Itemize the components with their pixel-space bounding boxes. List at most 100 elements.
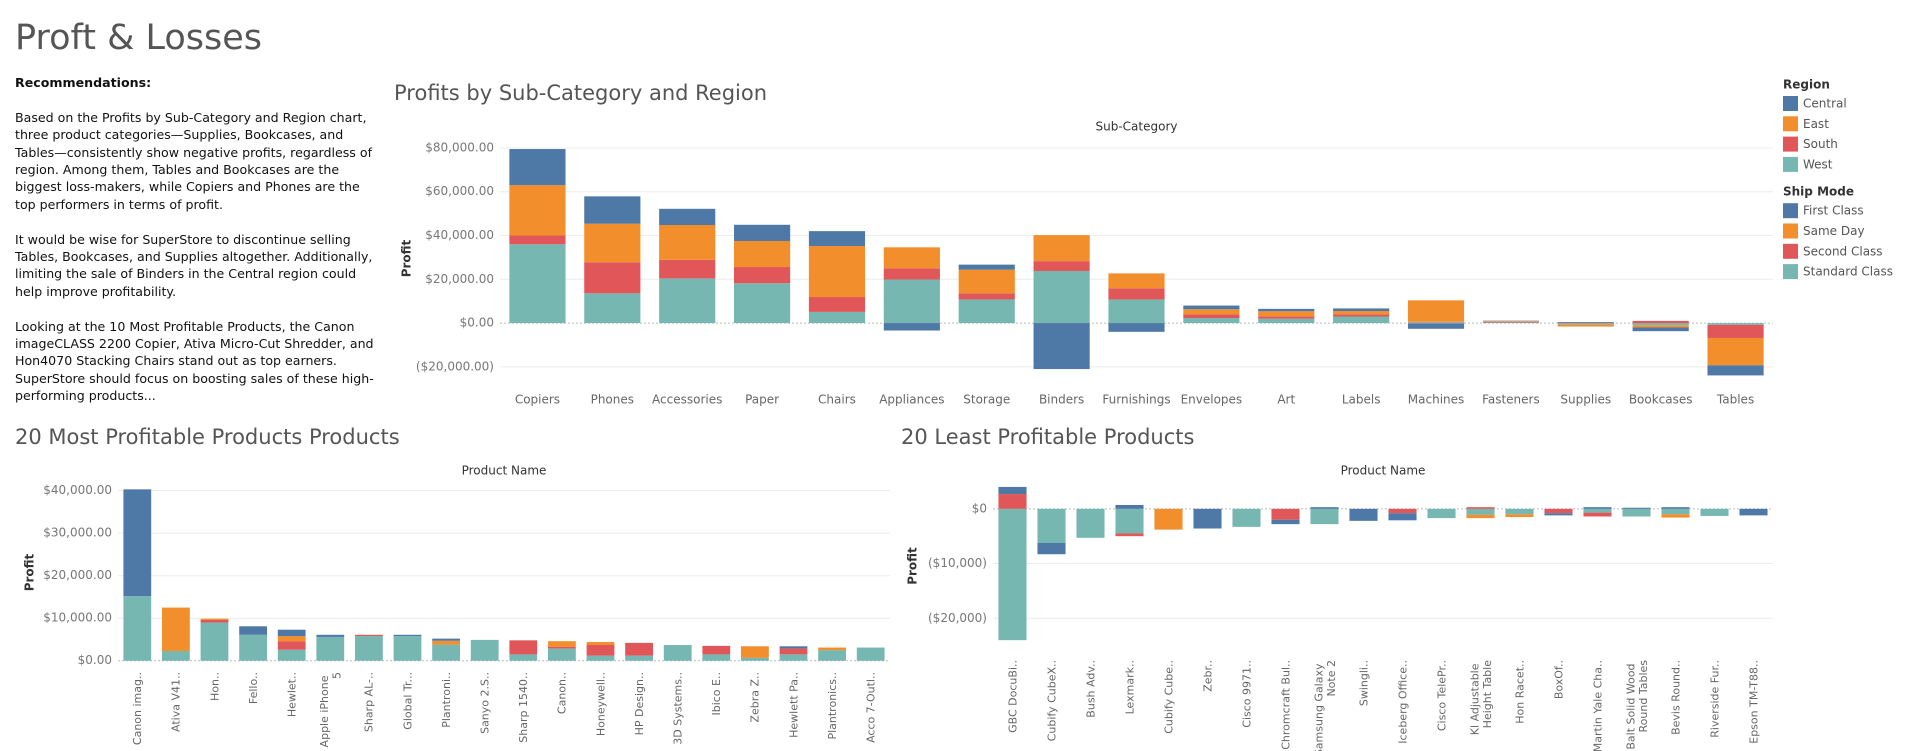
bar-segment bbox=[1115, 533, 1144, 537]
bar-segment bbox=[1739, 508, 1768, 516]
bar-segment bbox=[1115, 504, 1144, 509]
bar-segment bbox=[883, 247, 940, 269]
bar-segment bbox=[818, 647, 846, 651]
bar-segment bbox=[1407, 300, 1465, 322]
x-tick-label: Epson TM-T88.. bbox=[1747, 660, 1760, 744]
bar-segment bbox=[958, 269, 1015, 294]
bar-segment bbox=[1707, 324, 1764, 338]
bar-segment bbox=[808, 311, 866, 324]
x-tick-label: Fello.. bbox=[247, 672, 260, 704]
legend-title: Ship Mode bbox=[1783, 185, 1854, 199]
x-tick-label: Appliances bbox=[879, 393, 944, 407]
bar-segment bbox=[355, 636, 383, 661]
y-tick-label: ($10,000) bbox=[928, 556, 987, 570]
x-axis-header: Sub-Category bbox=[1096, 120, 1178, 134]
bar-segment bbox=[277, 641, 306, 650]
bar-segment bbox=[470, 639, 499, 661]
legend-swatch bbox=[1783, 264, 1798, 280]
x-tick-label: Global Tr... bbox=[401, 672, 414, 730]
bar-segment bbox=[625, 642, 653, 656]
bar-segment bbox=[1183, 305, 1240, 310]
x-tick-label: Zebr.. bbox=[1201, 660, 1214, 692]
x-tick-label: Chairs bbox=[818, 393, 856, 407]
x-tick-label: Cisco 9971.. bbox=[1240, 660, 1253, 728]
bar-segment bbox=[586, 642, 615, 646]
bar-segment bbox=[1258, 318, 1315, 324]
bar-segment bbox=[1183, 314, 1240, 319]
bar-segment bbox=[1707, 365, 1764, 376]
bar-segment bbox=[883, 268, 940, 280]
legend-swatch bbox=[1783, 156, 1798, 172]
bar-segment bbox=[1108, 288, 1165, 300]
recommendation-paragraph: Based on the Profits by Sub-Category and… bbox=[15, 109, 373, 212]
x-tick-label: BoxOf.. bbox=[1552, 660, 1565, 699]
y-tick-label: $10,000.00 bbox=[43, 611, 112, 625]
legend-label: Standard Class bbox=[1803, 265, 1893, 279]
x-tick-label: Accessories bbox=[652, 393, 722, 407]
bar-segment bbox=[1466, 507, 1495, 509]
bar-segment bbox=[1183, 309, 1240, 315]
bar-segment bbox=[734, 283, 791, 324]
bar-segment bbox=[1557, 324, 1614, 327]
bar-segment bbox=[958, 264, 1015, 270]
x-tick-label: Apple iPhone 5 bbox=[318, 672, 344, 747]
bar-segment bbox=[702, 654, 731, 661]
bar-segment bbox=[1583, 512, 1612, 517]
bar-segment bbox=[958, 299, 1015, 324]
recommendations: Recommendations: Based on the Profits by… bbox=[15, 74, 377, 422]
x-tick-label: Hewlet.. bbox=[286, 672, 299, 717]
bar-segment bbox=[1466, 514, 1495, 519]
bar-segment bbox=[277, 629, 306, 637]
bar-segment bbox=[586, 655, 615, 661]
recommendations-heading: Recommendations: bbox=[15, 75, 152, 90]
chart-title: Profits by Sub-Category and Region bbox=[394, 81, 767, 105]
bar-segment bbox=[509, 640, 538, 655]
bar-segment bbox=[734, 267, 791, 284]
bar-segment bbox=[1033, 323, 1090, 370]
x-tick-label: Furnishings bbox=[1102, 393, 1170, 407]
bar-segment bbox=[1557, 322, 1614, 324]
bar-segment bbox=[1271, 508, 1300, 520]
legend-label: First Class bbox=[1803, 204, 1864, 218]
bar-segment bbox=[1707, 337, 1764, 366]
y-axis-label: Profit bbox=[400, 239, 414, 277]
y-axis-label: Profit bbox=[23, 553, 37, 591]
bar-segment bbox=[509, 149, 566, 186]
x-tick-label: Art bbox=[1277, 393, 1295, 407]
bar-segment bbox=[1108, 273, 1165, 289]
bar-segment bbox=[1310, 507, 1339, 509]
bar-segment bbox=[1333, 308, 1390, 312]
y-tick-label: $20,000.00 bbox=[43, 568, 112, 582]
bar-segment bbox=[584, 262, 641, 294]
bar-segment bbox=[239, 634, 267, 661]
bar-segment bbox=[1466, 508, 1495, 515]
bar-segment bbox=[1033, 235, 1090, 262]
bar-segment bbox=[1583, 507, 1612, 509]
bar-segment bbox=[200, 622, 229, 661]
bar-segment bbox=[741, 646, 769, 658]
bar-segment bbox=[548, 648, 576, 661]
bar-segment bbox=[883, 323, 940, 331]
y-tick-label: $0.00 bbox=[460, 316, 494, 330]
x-tick-label: Hon Racet.. bbox=[1513, 660, 1526, 724]
bar-segment bbox=[1632, 320, 1689, 324]
x-tick-label: Copiers bbox=[515, 393, 560, 407]
x-tick-label: Cisco TelePr.. bbox=[1435, 660, 1448, 731]
bar-segment bbox=[625, 655, 653, 661]
bar-segment bbox=[123, 596, 152, 661]
y-tick-label: $40,000.00 bbox=[425, 228, 494, 242]
bar-segment bbox=[1632, 323, 1689, 326]
bar-segment bbox=[393, 634, 422, 637]
bar-segment bbox=[659, 278, 716, 324]
x-tick-label: Bevis Round.. bbox=[1669, 660, 1682, 735]
chart-title: 20 Most Profitable Products Products bbox=[15, 425, 400, 449]
legend-swatch bbox=[1783, 243, 1798, 259]
bar-segment bbox=[162, 650, 190, 661]
bar-segment bbox=[1407, 323, 1465, 324]
bar-segment bbox=[1108, 299, 1165, 324]
bar-segment bbox=[548, 646, 576, 649]
bar-segment bbox=[1076, 508, 1105, 538]
bar-segment bbox=[584, 293, 641, 324]
legend-swatch bbox=[1783, 223, 1798, 239]
bar-segment bbox=[702, 645, 731, 655]
